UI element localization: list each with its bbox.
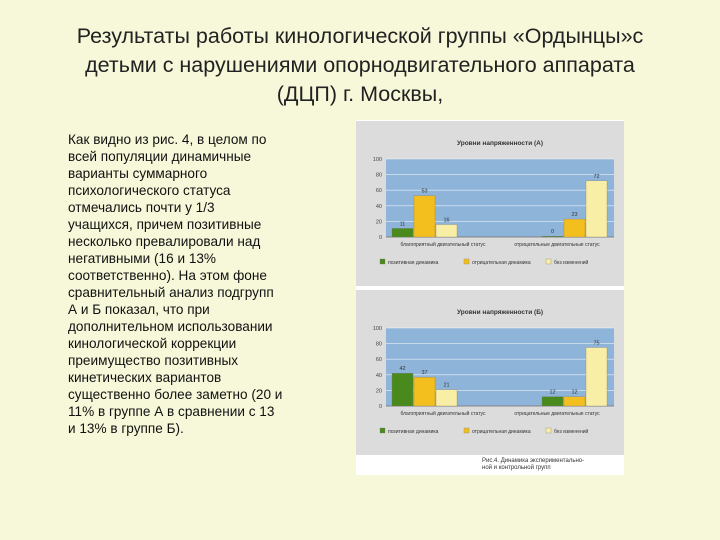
y-tick-label: 80: [376, 173, 382, 179]
y-tick-label: 40: [376, 204, 382, 210]
legend-label: без изменений: [554, 428, 589, 435]
bar: [585, 180, 608, 238]
y-tick-label: 100: [373, 326, 382, 332]
legend-swatch: [379, 258, 386, 265]
body-line: кинетических вариантов: [68, 370, 222, 385]
legend-label: позитивная динамика: [388, 429, 439, 435]
legend-label: без изменений: [554, 259, 589, 266]
body-paragraph: Как видно из рис. 4, в целом по всей поп…: [68, 131, 330, 437]
bar: [413, 376, 436, 407]
legend-swatch: [379, 427, 386, 434]
bar: [413, 195, 436, 238]
data-label: 16: [443, 218, 449, 224]
title-line-1: Результаты работы кинологической группы …: [76, 24, 644, 48]
page-title: Результаты работы кинологической группы …: [20, 22, 700, 109]
data-label: 72: [593, 174, 599, 180]
y-tick-label: 60: [376, 357, 382, 363]
legend-label: позитивная динамика: [388, 260, 439, 266]
body-line: варианты суммарного: [68, 166, 208, 181]
title-line-2: детьми с нарушениями опорнодвигательного…: [85, 53, 635, 77]
data-label: 12: [571, 390, 577, 396]
y-tick-label: 20: [376, 388, 382, 394]
chart-b: Уровни напряженности (Б) 0 20 40 60 80 100 42 37…: [356, 290, 624, 455]
bar: [563, 396, 586, 407]
bar: [391, 373, 414, 407]
body-line: соответственно). На этом фоне: [68, 268, 267, 283]
body-line: А и Б показал, что при: [68, 302, 210, 317]
body-line: 11% в группе А в сравнении с 13: [68, 404, 275, 419]
data-label: 12: [549, 390, 555, 396]
bar: [435, 224, 458, 238]
y-tick-label: 60: [376, 188, 382, 194]
bar: [541, 396, 564, 407]
x-category-label: отрицательные двигательные статус: [514, 242, 600, 248]
chart-title: Уровни напряженности (А): [457, 140, 543, 147]
body-line: дополнительном использовании: [68, 319, 273, 334]
body-line: сравнительный анализ подгрупп: [68, 285, 274, 300]
data-label: 42: [399, 366, 405, 372]
chart-a-svg: Уровни напряженности (А) 0 20 40 60 80 100 11 53…: [373, 140, 614, 266]
y-tick-label: 40: [376, 373, 382, 379]
body-line: существенно более заметно (20 и: [68, 387, 283, 402]
x-category-label: благоприятный двигательный статус: [400, 410, 486, 417]
data-label: 75: [593, 341, 599, 347]
body-line: кинологической коррекции: [68, 336, 237, 351]
data-label: 23: [571, 212, 577, 218]
y-tick-label: 0: [379, 404, 382, 410]
body-line: преимущество позитивных: [68, 353, 239, 368]
legend-label: отрицательная динамика: [472, 429, 531, 435]
x-category-label: благоприятный двигательный статус: [400, 241, 486, 248]
body-line: и 13% в группе Б).: [68, 421, 184, 436]
legend-swatch: [463, 258, 470, 265]
bar: [541, 236, 564, 238]
bar: [585, 347, 608, 407]
body-line: психологического статуса: [68, 183, 231, 198]
data-label: 53: [421, 189, 427, 195]
data-label: 37: [421, 370, 427, 376]
caption-line-1: Рис.4. Динамика экспериментально-: [482, 458, 585, 464]
chart-a: Уровни напряженности (А) 0 20 40 60 80 100 11 53…: [356, 121, 624, 286]
y-tick-label: 100: [373, 157, 382, 163]
body-line: отмечались почти у 1/3: [68, 200, 215, 215]
body-line: негативными (16 и 13%: [68, 251, 217, 266]
data-label: 21: [443, 383, 449, 389]
x-category-label: отрицательные двигательные статус: [514, 411, 600, 417]
y-tick-label: 0: [379, 235, 382, 241]
legend-swatch: [545, 427, 552, 434]
bar: [391, 228, 414, 238]
body-line: учащихся, причем позитивные: [68, 217, 262, 232]
legend-label: отрицательная динамика: [472, 260, 531, 266]
figure-caption: Рис.4. Динамика экспериментально- ной и …: [482, 458, 622, 472]
bar: [563, 218, 586, 238]
chart-title: Уровни напряженности (Б): [457, 309, 543, 316]
caption-line-2: ной и контрольной групп: [482, 465, 551, 471]
bar: [435, 389, 458, 407]
y-tick-label: 80: [376, 342, 382, 348]
chart-b-svg: Уровни напряженности (Б) 0 20 40 60 80 100 42 37…: [373, 309, 614, 435]
data-label: 11: [400, 221, 406, 227]
body-line: несколько превалировали над: [68, 234, 261, 249]
legend-swatch: [463, 427, 470, 434]
legend-swatch: [545, 258, 552, 265]
body-line: Как видно из рис. 4, в целом по: [68, 132, 267, 147]
y-tick-label: 20: [376, 219, 382, 225]
data-label: 0: [551, 229, 554, 235]
body-line: всей популяции динамичные: [68, 149, 252, 164]
title-line-3: (ДЦП) г. Москвы,: [276, 82, 444, 106]
